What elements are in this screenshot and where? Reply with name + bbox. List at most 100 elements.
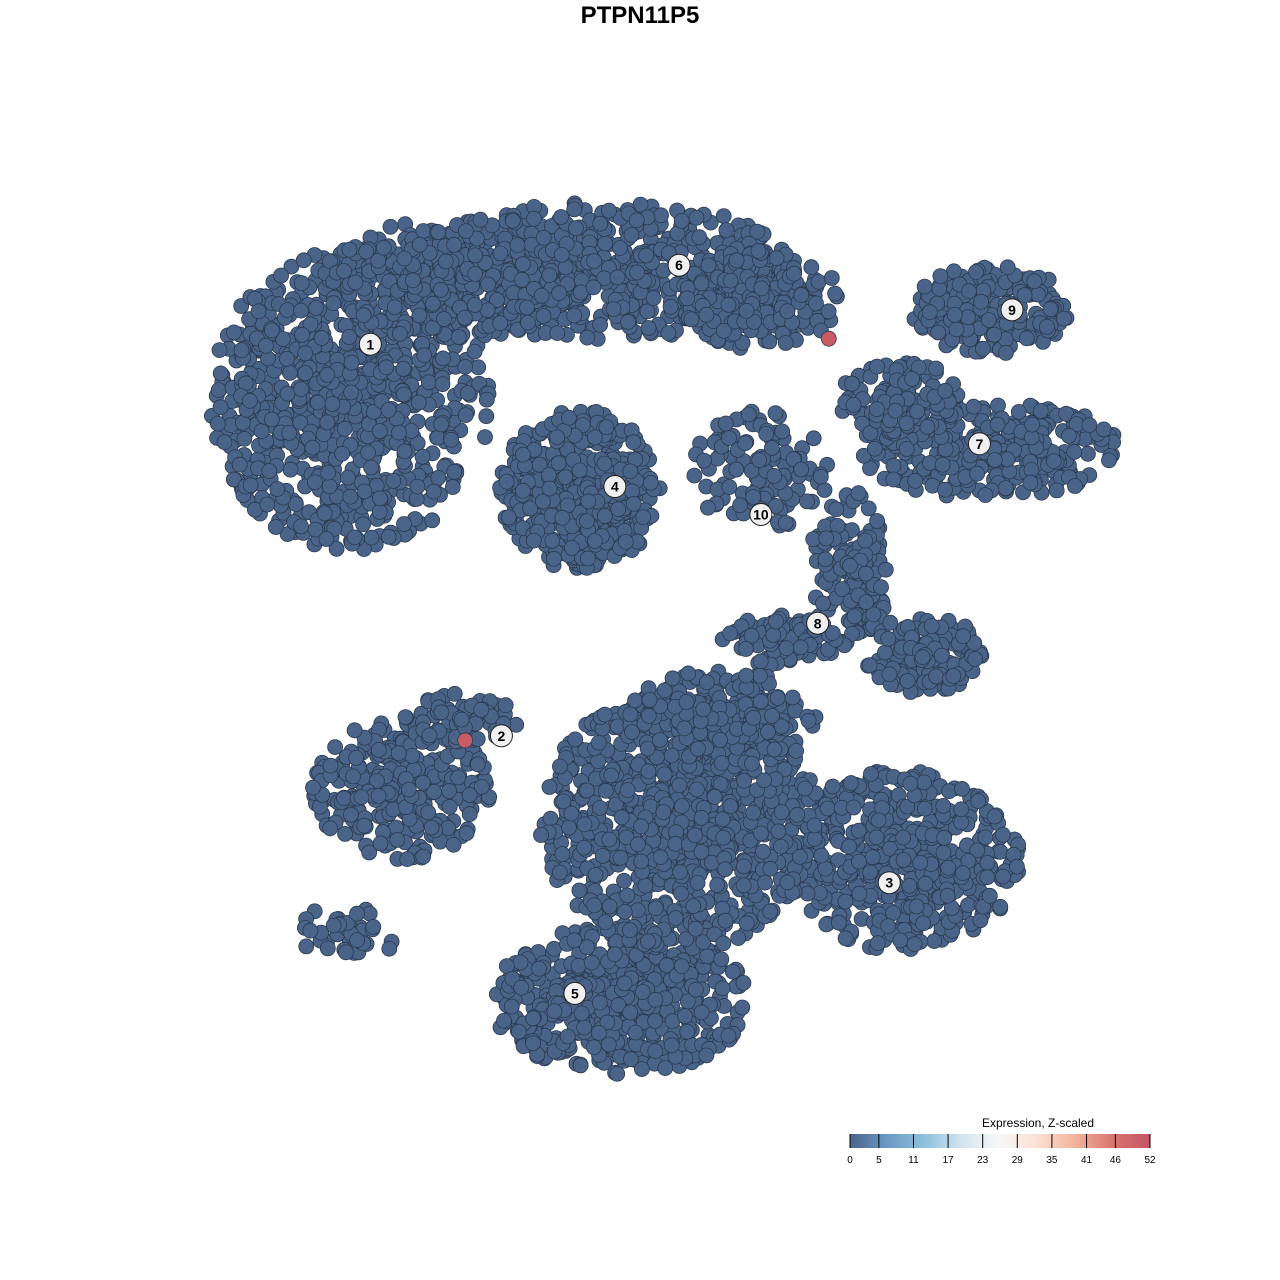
cell-point — [346, 722, 363, 739]
cell-point — [819, 800, 836, 817]
cell-point — [765, 627, 782, 643]
cell-point — [446, 463, 463, 480]
cell-point — [717, 415, 734, 432]
cell-point — [585, 279, 602, 296]
cell-point — [885, 471, 902, 488]
cell-point — [998, 344, 1014, 361]
cell-point — [700, 499, 716, 516]
cell-point — [571, 462, 588, 479]
cell-point — [293, 275, 310, 292]
cell-point — [965, 398, 982, 415]
cell-point — [629, 264, 645, 281]
cell-point — [799, 493, 815, 510]
cell-point — [397, 709, 414, 725]
cell-point — [898, 415, 915, 432]
cell-point — [302, 316, 319, 333]
cell-point — [774, 423, 791, 440]
cell-point — [969, 465, 985, 482]
cell-point — [728, 252, 745, 269]
cell-point — [758, 425, 775, 442]
cell-point — [851, 885, 868, 902]
cell-point — [861, 657, 878, 674]
cell-point — [1010, 403, 1027, 420]
cell-point — [766, 467, 783, 484]
cell-point — [328, 540, 345, 557]
cell-point — [1095, 421, 1112, 438]
cell-point — [410, 394, 427, 411]
cell-point — [242, 477, 259, 494]
cell-point — [434, 376, 451, 393]
cell-point — [901, 877, 918, 894]
cell-point — [885, 457, 902, 474]
cell-point — [937, 382, 954, 399]
cell-point — [282, 461, 299, 478]
cell-point — [625, 495, 642, 512]
cell-point — [446, 685, 463, 702]
cell-point — [498, 473, 515, 490]
cell-point — [960, 897, 976, 913]
cell-point — [320, 464, 337, 481]
cell-point — [954, 781, 970, 797]
cell-point — [396, 250, 413, 267]
cell-point — [792, 639, 809, 656]
cell-point — [609, 269, 626, 286]
cell-point — [550, 455, 567, 472]
cell-point — [745, 489, 762, 505]
cell-point — [435, 350, 451, 367]
cell-point — [1067, 478, 1083, 494]
cell-point — [400, 781, 417, 798]
cell-point — [466, 343, 483, 360]
cell-point — [1009, 858, 1025, 875]
cell-point — [472, 211, 489, 228]
cell-point — [450, 329, 467, 345]
cell-point — [686, 467, 703, 484]
cell-point — [263, 322, 280, 339]
cell-point — [880, 630, 896, 647]
cell-point — [257, 337, 274, 354]
cell-point — [236, 430, 253, 447]
cell-point — [297, 345, 314, 362]
cell-point — [433, 704, 450, 721]
cell-point — [691, 229, 708, 246]
cell-point — [382, 218, 399, 235]
cell-point — [432, 281, 449, 298]
cell-point — [443, 431, 460, 448]
cell-point — [579, 329, 596, 346]
cell-point — [535, 308, 552, 324]
cell-point — [316, 505, 333, 522]
cell-point — [380, 528, 397, 545]
cell-point — [779, 303, 796, 320]
cell-point — [892, 932, 909, 949]
cell-point — [841, 838, 857, 855]
cell-point — [864, 849, 881, 866]
cell-point — [370, 742, 387, 758]
cell-point — [916, 774, 932, 791]
cell-point — [322, 820, 339, 837]
cell-point — [579, 550, 596, 567]
cell-point — [734, 999, 751, 1016]
cell-point — [737, 435, 754, 452]
cell-point — [580, 493, 597, 510]
cell-point — [378, 359, 395, 376]
cell-point — [898, 441, 915, 457]
cell-point — [308, 300, 325, 316]
cell-point — [283, 258, 300, 275]
cell-point — [932, 268, 949, 285]
cell-point — [623, 227, 640, 243]
cell-point — [592, 215, 609, 232]
cell-point — [424, 295, 441, 312]
cell-point — [845, 396, 862, 413]
cell-point — [411, 236, 428, 253]
cell-point — [541, 480, 558, 497]
cell-point — [437, 253, 454, 270]
cell-point — [917, 875, 934, 892]
cell-point — [313, 330, 330, 346]
cell-point — [375, 239, 392, 256]
cell-point — [211, 342, 228, 359]
cell-point — [810, 273, 827, 290]
cell-point — [279, 385, 296, 402]
cell-point — [380, 402, 397, 418]
cell-point — [850, 485, 867, 502]
cell-point — [722, 625, 738, 642]
cell-point — [728, 461, 745, 478]
